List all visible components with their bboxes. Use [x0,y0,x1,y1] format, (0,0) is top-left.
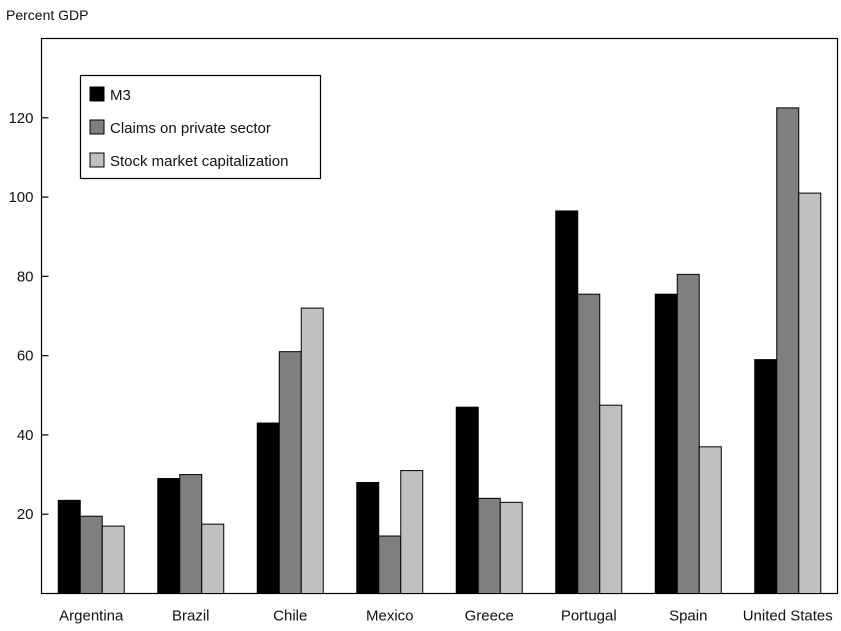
legend-label: Claims on private sector [110,120,271,137]
bar [477,497,501,595]
bar [300,307,324,594]
x-tick-label: Greece [465,608,514,625]
bar [400,470,424,595]
bar [555,210,579,594]
y-tick-label: 120 [8,110,33,127]
bar [499,501,523,595]
y-axis: 20 40 60 80 100 120 [8,110,49,523]
bar [278,351,302,594]
legend-swatch [89,119,105,135]
bar [654,293,678,594]
x-tick-label: Spain [669,608,707,625]
bar [698,446,722,595]
bar [101,525,125,594]
legend-swatch [89,86,105,102]
plot-frame [40,37,839,595]
bar [201,523,225,594]
bar [776,107,800,594]
x-tick-label: Argentina [59,608,124,625]
bars-group [57,107,822,595]
bar [676,273,700,594]
bar [798,192,822,594]
bar [256,422,280,594]
x-tick-label: United States [743,608,833,625]
x-tick-label: Brazil [172,608,210,625]
bar [79,515,103,594]
x-tick-label: Portugal [561,608,617,625]
legend-label: M3 [110,87,131,104]
bar [179,474,203,595]
y-tick-label: 100 [8,189,33,206]
bar [455,406,479,594]
x-tick-label: Chile [273,608,307,625]
bar [754,359,778,594]
legend-box [79,74,322,180]
y-tick-label: 20 [17,506,34,523]
y-axis-label: Percent GDP [6,7,88,23]
bar [356,482,380,594]
y-tick-label: 80 [17,268,34,285]
legend-label: Stock market capitalization [110,153,288,170]
bar [157,478,181,594]
legend: M3 Claims on private sector Stock market c… [79,74,322,180]
bar [577,293,601,594]
bar [57,499,81,595]
bar [599,404,623,595]
y-tick-label: 40 [17,427,34,444]
y-tick-label: 60 [17,348,34,365]
legend-swatch [89,152,105,168]
x-tick-label: Mexico [366,608,414,625]
x-axis: Argentina Brazil Chile Mexico Greece Portugal… [59,608,833,625]
bar [378,535,402,595]
